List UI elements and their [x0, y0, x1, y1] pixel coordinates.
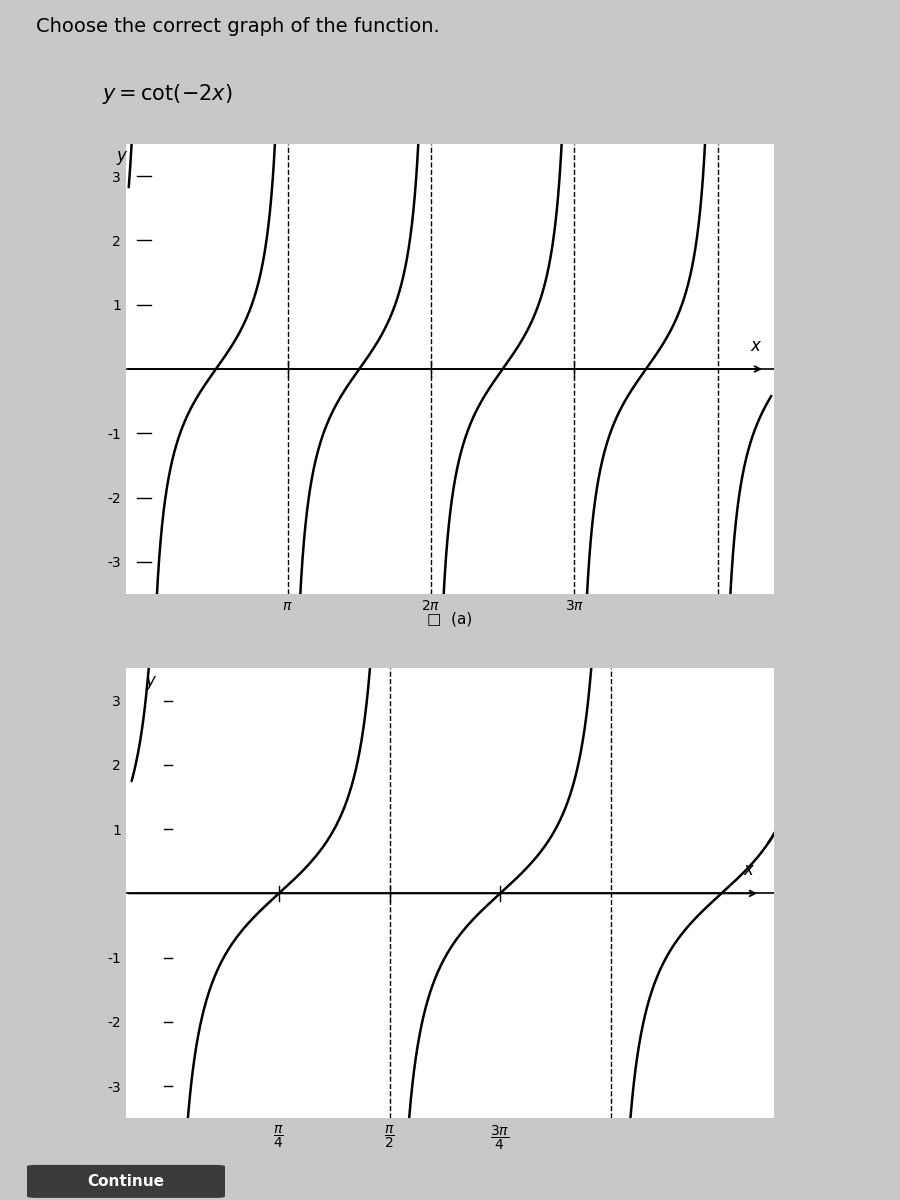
Text: □  (a): □ (a)	[428, 612, 473, 626]
Text: y: y	[116, 148, 126, 166]
Text: x: x	[751, 337, 760, 355]
Text: $y = \mathrm{cot}(-2x)$: $y = \mathrm{cot}(-2x)$	[103, 82, 233, 107]
Text: x: x	[743, 862, 753, 880]
FancyBboxPatch shape	[27, 1165, 225, 1198]
Text: y: y	[145, 672, 155, 690]
Text: Choose the correct graph of the function.: Choose the correct graph of the function…	[36, 17, 440, 36]
Text: Continue: Continue	[87, 1174, 165, 1189]
